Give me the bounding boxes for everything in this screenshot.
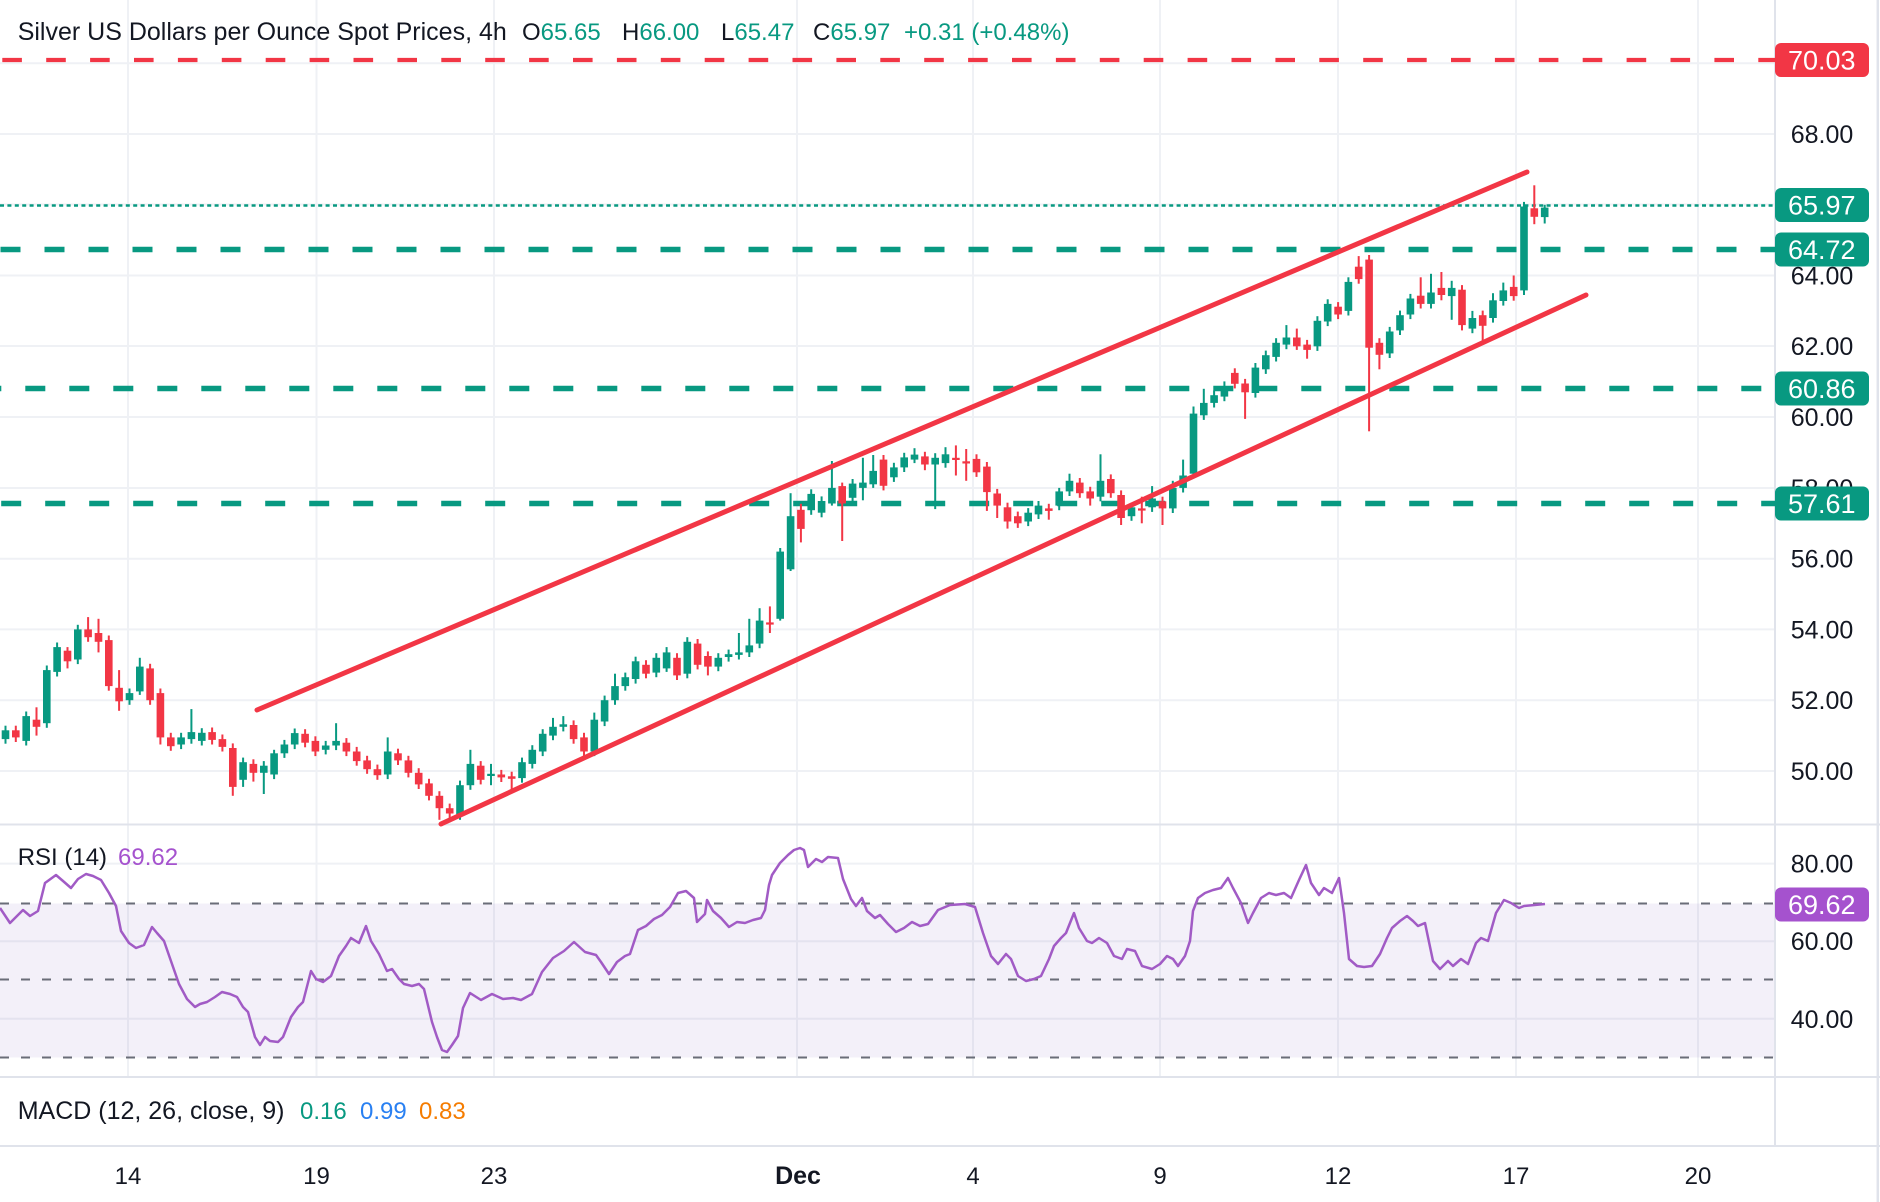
svg-text:4: 4 <box>966 1163 979 1190</box>
svg-text:17: 17 <box>1503 1163 1530 1190</box>
svg-text:14: 14 <box>115 1163 142 1190</box>
svg-text:0.99: 0.99 <box>360 1098 407 1125</box>
svg-text:H66.00: H66.00 <box>622 19 699 46</box>
svg-text:62.00: 62.00 <box>1791 333 1854 361</box>
svg-text:80.00: 80.00 <box>1791 851 1854 879</box>
svg-text:57.61: 57.61 <box>1788 489 1856 519</box>
svg-text:40.00: 40.00 <box>1791 1006 1854 1034</box>
svg-text:0.16: 0.16 <box>300 1098 347 1125</box>
svg-text:64.72: 64.72 <box>1788 235 1856 265</box>
svg-text:19: 19 <box>303 1163 330 1190</box>
svg-text:56.00: 56.00 <box>1791 546 1854 574</box>
svg-text:12: 12 <box>1325 1163 1352 1190</box>
svg-text:L65.47: L65.47 <box>721 19 794 46</box>
svg-text:MACD (12, 26, close, 9): MACD (12, 26, close, 9) <box>18 1097 285 1125</box>
svg-text:69.62: 69.62 <box>118 844 178 871</box>
svg-text:+0.31 (+0.48%): +0.31 (+0.48%) <box>904 19 1069 46</box>
svg-text:52.00: 52.00 <box>1791 687 1854 715</box>
svg-text:C65.97: C65.97 <box>813 19 890 46</box>
svg-text:68.00: 68.00 <box>1791 121 1854 149</box>
svg-text:9: 9 <box>1153 1163 1166 1190</box>
svg-text:70.03: 70.03 <box>1788 46 1856 76</box>
svg-text:65.97: 65.97 <box>1788 191 1856 221</box>
svg-text:50.00: 50.00 <box>1791 758 1854 786</box>
svg-text:23: 23 <box>481 1163 508 1190</box>
svg-text:0.83: 0.83 <box>419 1098 466 1125</box>
svg-text:O65.65: O65.65 <box>522 19 601 46</box>
svg-text:RSI (14): RSI (14) <box>18 844 107 871</box>
svg-text:20: 20 <box>1685 1163 1712 1190</box>
svg-text:60.00: 60.00 <box>1791 404 1854 432</box>
svg-text:69.62: 69.62 <box>1788 890 1856 920</box>
svg-text:Dec: Dec <box>775 1162 821 1190</box>
svg-text:64.00: 64.00 <box>1791 263 1854 291</box>
svg-text:Silver US Dollars per Ounce Sp: Silver US Dollars per Ounce Spot Prices,… <box>18 18 507 46</box>
svg-text:60.00: 60.00 <box>1791 928 1854 956</box>
svg-text:60.86: 60.86 <box>1788 374 1856 404</box>
svg-text:54.00: 54.00 <box>1791 616 1854 644</box>
